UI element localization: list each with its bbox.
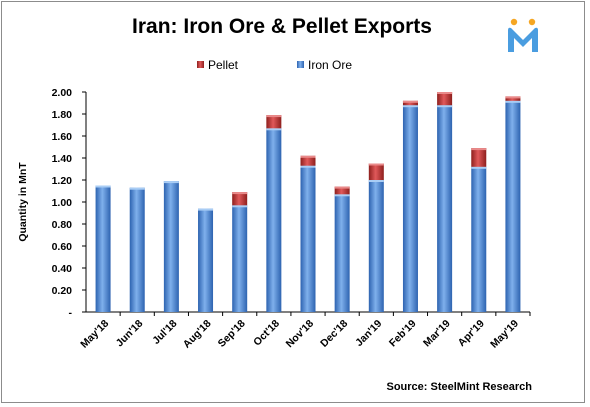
bar-iron-ore <box>437 105 453 312</box>
y-tick-label: 1.20 <box>52 175 73 187</box>
bar-cap <box>300 165 316 168</box>
y-tick-label: 0.40 <box>52 263 73 275</box>
y-tick-label: 0.60 <box>52 241 73 253</box>
bar-pellet <box>232 192 248 206</box>
x-tick-label: May'18 <box>78 318 111 351</box>
bar-cap <box>334 186 350 189</box>
bar-iron-ore <box>129 187 145 312</box>
chart-title: Iran: Iron Ore & Pellet Exports <box>132 15 432 38</box>
legend-swatch-iron-ore <box>297 61 304 68</box>
bar-cap <box>163 181 179 184</box>
bar-iron-ore <box>198 208 214 312</box>
x-tick-label: Jul'18 <box>150 318 179 347</box>
y-tick-label: 1.00 <box>52 197 73 209</box>
bar-cap <box>198 208 214 211</box>
x-tick-label: Jan'19 <box>353 318 384 349</box>
bar-iron-ore <box>163 181 179 312</box>
y-tick-label: - <box>69 307 73 319</box>
bar-pellet <box>402 100 418 106</box>
x-tick-label: Jun'18 <box>114 318 146 350</box>
bar-iron-ore <box>300 165 316 312</box>
y-tick-label: 1.60 <box>52 131 73 143</box>
bar-cap <box>437 105 453 108</box>
bar-cap <box>471 166 487 169</box>
bar-iron-ore <box>232 205 248 312</box>
bar-pellet <box>334 186 350 195</box>
bar-pellet <box>300 155 316 166</box>
x-ticks: May'18 Jun'18 Jul'18 Aug'18 Sep'18 Oct'18 Nov'… <box>78 312 531 351</box>
bar-cap <box>505 100 521 103</box>
x-tick-label: Mar'19 <box>421 318 453 350</box>
bar-cap <box>368 163 384 166</box>
bar-cap <box>300 155 316 158</box>
bar-cap <box>368 180 384 182</box>
x-tick-label: Feb'19 <box>387 318 419 350</box>
legend: Pellet Iron Ore <box>197 58 352 72</box>
y-tick-label: 2.00 <box>52 87 73 99</box>
bar-pellet <box>505 96 521 101</box>
bar-pellet <box>471 148 487 167</box>
logo-dot-left <box>510 18 518 26</box>
bar-iron-ore <box>95 185 111 312</box>
bar-cap <box>402 105 418 108</box>
bar-iron-ore <box>505 100 521 312</box>
x-tick-label: Sep'18 <box>216 318 248 350</box>
bar-pellet <box>437 92 453 106</box>
bar-cap <box>129 187 145 190</box>
bar-cap <box>266 115 282 118</box>
bar-cap <box>232 205 248 208</box>
bar-pellet <box>266 115 282 129</box>
legend-swatch-pellet <box>197 61 204 68</box>
legend-label-pellet: Pellet <box>208 58 239 72</box>
y-tick-label: 1.40 <box>52 153 73 165</box>
bar-cap <box>266 128 282 131</box>
y-ticks: - 0.20 0.40 0.60 0.80 1.00 1.20 1.40 1.60 1.80 2.0… <box>52 87 86 319</box>
bar-cap <box>232 192 248 195</box>
bar-cap <box>95 185 111 188</box>
bar-cap <box>437 92 453 94</box>
y-tick-label: 0.20 <box>52 285 73 297</box>
x-tick-label: Nov'18 <box>284 318 317 351</box>
bar-cap <box>334 194 350 197</box>
logo-dot-right <box>528 18 536 26</box>
bar-iron-ore <box>368 180 384 312</box>
bar-iron-ore <box>471 166 487 312</box>
x-tick-label: Aug'18 <box>181 318 214 351</box>
bar-iron-ore <box>266 128 282 312</box>
y-tick-label: 0.80 <box>52 219 73 231</box>
x-tick-label: May'19 <box>488 318 521 351</box>
bar-iron-ore <box>402 105 418 312</box>
x-tick-label: Oct'18 <box>251 318 282 349</box>
bars <box>95 92 521 312</box>
bar-pellet <box>368 163 384 180</box>
logo-letter-m <box>508 27 538 52</box>
y-tick-label: 1.80 <box>52 109 73 121</box>
x-tick-label: Dec'18 <box>318 318 350 350</box>
steelmint-logo-icon <box>508 18 538 52</box>
source-note: Source: SteelMint Research <box>387 381 533 393</box>
legend-label-iron-ore: Iron Ore <box>308 58 352 72</box>
bar-cap <box>402 100 418 103</box>
y-axis-title: Quantity in MnT <box>17 162 29 242</box>
bar-iron-ore <box>334 194 350 312</box>
x-tick-label: Apr'19 <box>456 318 487 349</box>
bar-cap <box>471 148 487 151</box>
bar-cap <box>505 96 521 99</box>
